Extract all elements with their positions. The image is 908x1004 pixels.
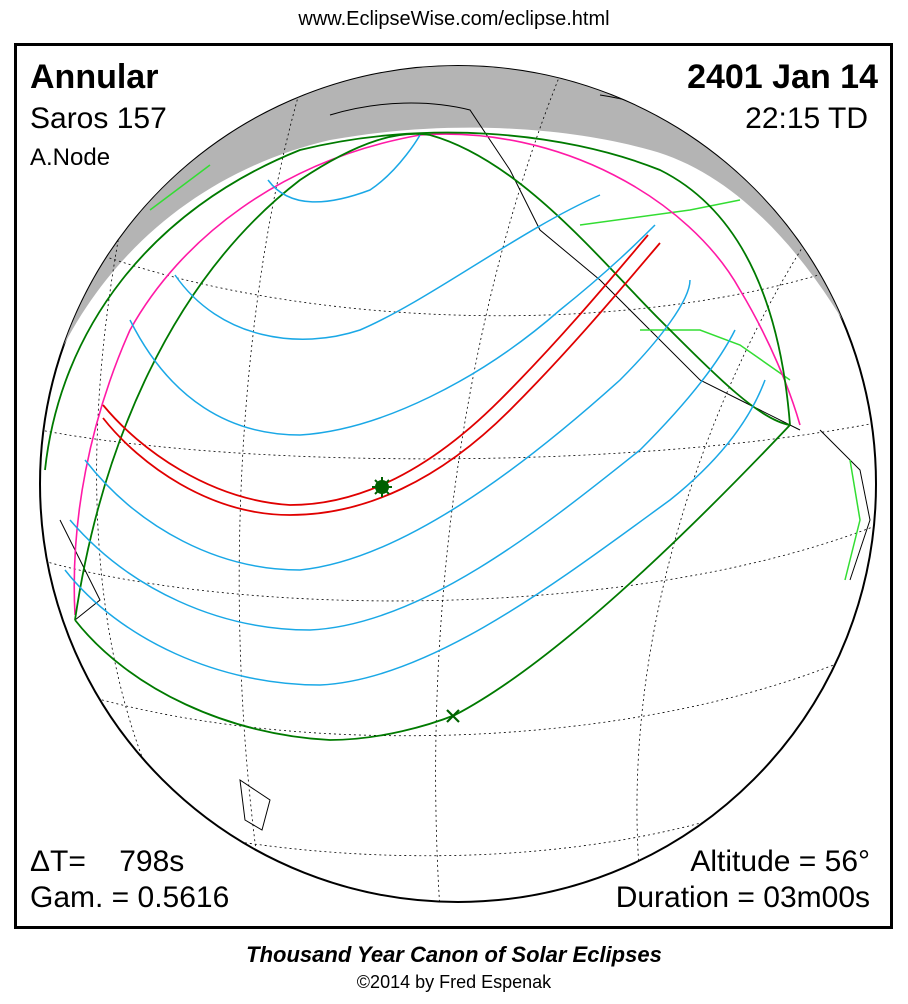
eclipse-type: Annular	[30, 58, 159, 96]
penumbral-limits	[44, 131, 791, 741]
magnitude-lines	[64, 134, 766, 686]
copyright: ©2014 by Fred Espenak	[356, 972, 552, 992]
eclipse-time: 22:15 TD	[745, 102, 868, 135]
duration: Duration = 03m00s	[615, 881, 870, 914]
night-region	[40, 66, 876, 410]
map-frame	[14, 43, 893, 929]
delta-t: ΔT= 798s	[30, 845, 185, 878]
gamma: Gam. = 0.5616	[30, 881, 230, 914]
footer-title: Thousand Year Canon of Solar Eclipses	[246, 942, 662, 967]
rise-set-curve	[73, 133, 801, 616]
greatest-duration-x-icon	[446, 709, 460, 723]
central-path	[102, 234, 661, 516]
source-url: www.EclipseWise.com/eclipse.html	[298, 8, 610, 30]
saros-number: Saros 157	[30, 102, 167, 135]
eclipse-date: 2401 Jan 14	[687, 58, 878, 96]
node: A.Node	[30, 144, 111, 171]
greatest-eclipse-star-icon	[372, 477, 392, 497]
altitude: Altitude = 56°	[690, 845, 870, 878]
